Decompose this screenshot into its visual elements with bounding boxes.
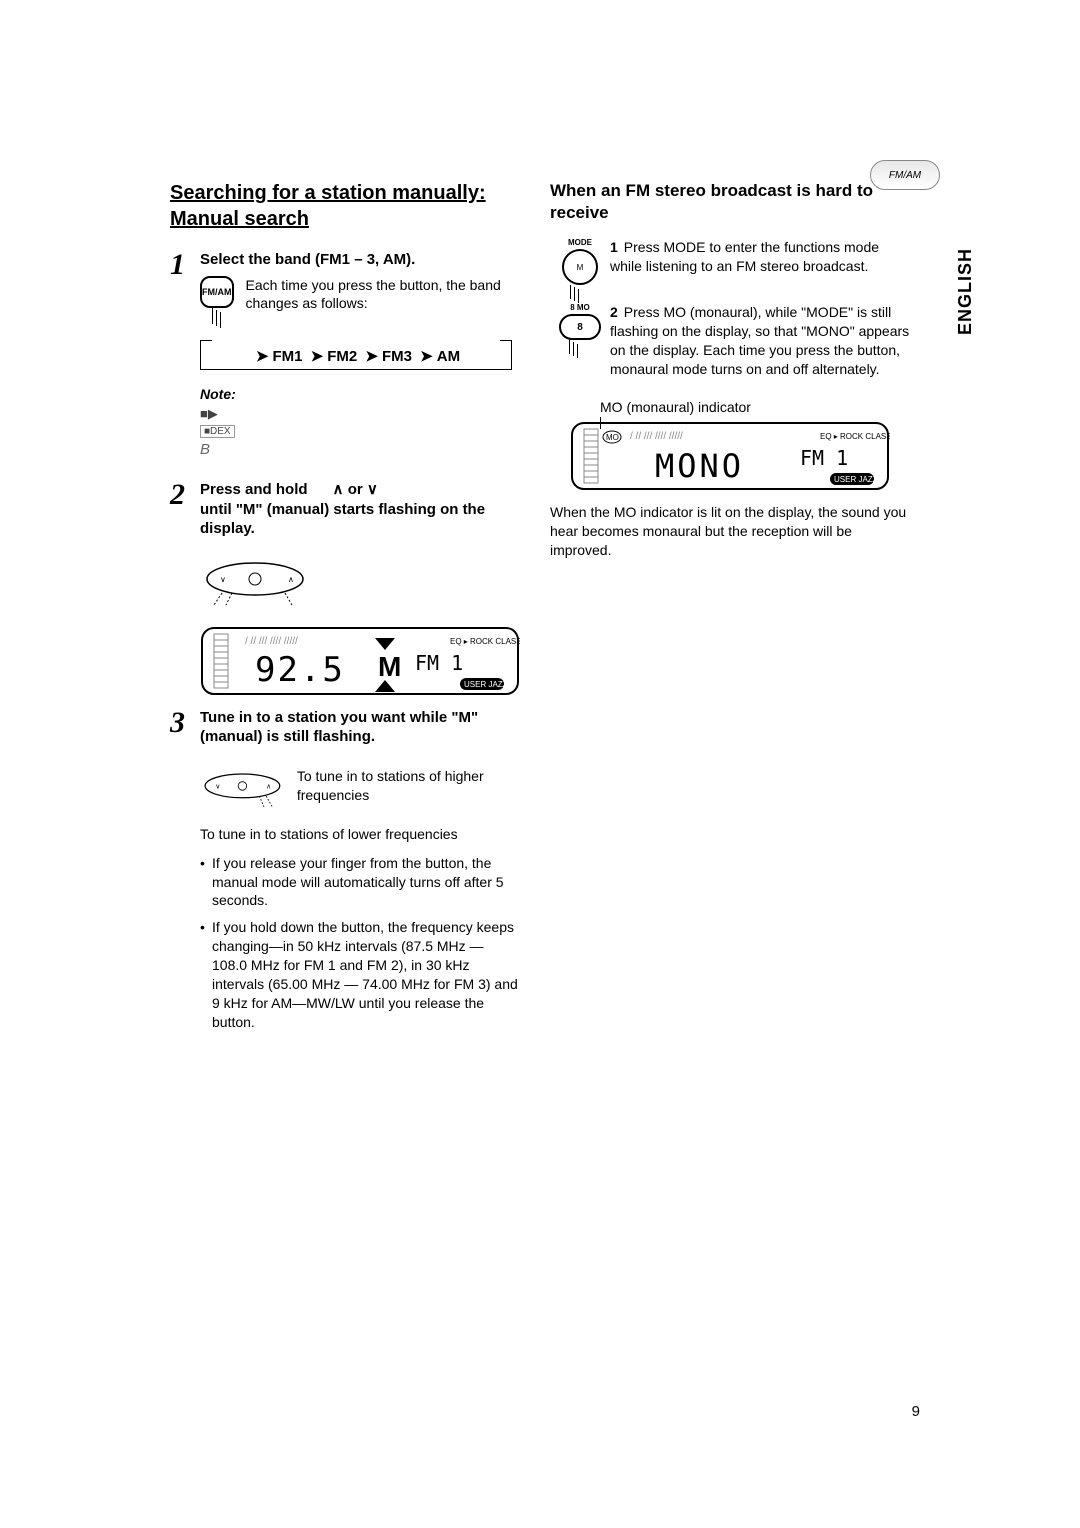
step-num-2: 2 — [170, 480, 200, 545]
step-3-notes: If you release your finger from the butt… — [200, 854, 520, 1032]
step-2-title: Press and hold ∧ or ∨ until "M" (manual)… — [200, 480, 520, 539]
right-step-2-num: 2 — [610, 304, 618, 320]
svg-text:/ // /// //// /////: / // /// //// ///// — [245, 636, 298, 647]
svg-text:EQ ▸ ROCK CLASSIC: EQ ▸ ROCK CLASSIC — [450, 637, 520, 646]
right-step-2-text: Press MO (monaural), while "MODE" is sti… — [610, 304, 909, 377]
language-tab: ENGLISH — [951, 240, 980, 343]
lower-freq-text: To tune in to stations of lower frequenc… — [200, 825, 520, 844]
cycle-fm3: FM3 — [382, 348, 412, 365]
svg-text:∨: ∨ — [220, 575, 226, 584]
cycle-fm1: FM1 — [273, 348, 303, 365]
mo-button-icon: 8 — [559, 314, 601, 340]
fm-am-badge: FM/AM — [870, 160, 940, 190]
svg-text:USER JAZZ: USER JAZZ — [464, 680, 508, 689]
step-1-title: Select the band (FM1 – 3, AM). — [200, 250, 520, 270]
svg-text:FM 1: FM 1 — [800, 446, 848, 470]
display-panel-925: / // /// //// ///// 92.5 M FM 1 EQ ▸ ROC… — [200, 626, 520, 696]
page-number: 9 — [912, 1403, 920, 1420]
svg-text:MO: MO — [606, 433, 619, 442]
mode-button-icon: M — [562, 249, 598, 285]
svg-text:92.5: 92.5 — [255, 650, 345, 690]
rocker-icon: ∨ ∧ — [200, 559, 310, 609]
step-2: 2 Press and hold ∧ or ∨ until "M" (manua… — [170, 480, 520, 545]
right-column: When an FM stereo broadcast is hard to r… — [550, 180, 910, 1040]
display-panel-mono: MO / // /// //// ///// MONO FM 1 EQ ▸ RO… — [570, 421, 890, 491]
note-icons: ■▶ ■DEX — [200, 406, 520, 437]
step-3: 3 Tune in to a station you want while "M… — [170, 708, 520, 753]
svg-text:M: M — [378, 651, 401, 682]
svg-text:∧: ∧ — [288, 575, 294, 584]
rocker-higher-icon: ∨ ∧ — [200, 767, 285, 815]
right-step-1-text: Press MODE to enter the functions mode w… — [610, 239, 879, 274]
step-num-1: 1 — [170, 250, 200, 323]
step-1-text: Each time you press the button, the band… — [246, 276, 521, 314]
svg-text:EQ ▸ ROCK CLASSIC: EQ ▸ ROCK CLASSIC — [820, 432, 890, 441]
svg-text:∨: ∨ — [215, 783, 220, 790]
svg-text:∧: ∧ — [266, 783, 271, 790]
right-step-1: MODE M 1Press MODE to enter the function… — [550, 238, 910, 285]
right-step-2: 8 MO 8 2Press MO (monaural), while "MODE… — [550, 303, 910, 379]
step-1: 1 Select the band (FM1 – 3, AM). FM/AM E… — [170, 250, 520, 323]
bullet-1: If you release your finger from the butt… — [200, 854, 520, 911]
after-note: When the MO indicator is lit on the disp… — [550, 503, 910, 560]
mo-indicator-label: MO (monaural) indicator — [600, 399, 910, 415]
manual-search-heading: Searching for a station manually: Manual… — [170, 180, 520, 232]
band-cycle-diagram: ➤FM1 ➤FM2 ➤FM3 ➤AM — [200, 341, 512, 370]
mode-label: MODE — [568, 238, 592, 247]
svg-text:USER JAZZ: USER JAZZ — [834, 475, 878, 484]
note-b: B — [200, 441, 520, 458]
left-column: Searching for a station manually: Manual… — [170, 180, 520, 1040]
svg-text:/ // /// //// /////: / // /// //// ///// — [630, 431, 683, 442]
right-step-1-num: 1 — [610, 239, 618, 255]
mo-label: 8 MO — [570, 303, 590, 312]
note-label: Note: — [200, 386, 520, 402]
hard-to-receive-heading: When an FM stereo broadcast is hard to r… — [550, 180, 910, 224]
fm-am-button-icon: FM/AM — [200, 276, 234, 308]
bullet-2: If you hold down the button, the frequen… — [200, 918, 520, 1031]
step-3-title: Tune in to a station you want while "M" … — [200, 708, 520, 747]
svg-text:FM 1: FM 1 — [415, 651, 463, 675]
step-num-3: 3 — [170, 708, 200, 753]
higher-freq-text: To tune in to stations of higher frequen… — [297, 767, 520, 815]
svg-text:MONO: MONO — [655, 447, 744, 485]
cycle-fm2: FM2 — [327, 348, 357, 365]
cycle-am: AM — [437, 348, 460, 365]
